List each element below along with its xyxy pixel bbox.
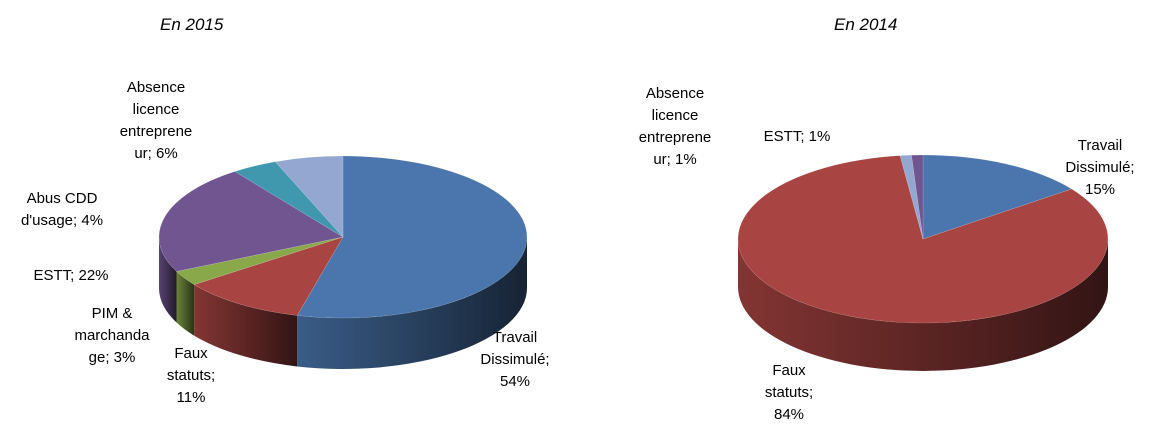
- slice-side-faux-statuts: [194, 284, 298, 367]
- slice-label-faux-statuts: Faux statuts; 84%: [765, 362, 813, 423]
- slice-label-abus-cdd-d-usage: Abus CDD d'usage; 4%: [21, 190, 103, 229]
- slice-absence-licence-entrepreneur: [274, 155, 344, 238]
- pie-chart-en-2014: En 2014 Travail Dissimulé; 15% Faux statuts; 8…: [639, 15, 1135, 423]
- slice-pim-marchandage: [175, 236, 344, 285]
- pie-chart-en-2015: En 2015 Travail Dissimulé; 54% Faux statuts; 1…: [21, 15, 550, 406]
- slice-travail-dissimule: [296, 155, 528, 319]
- chart-title: En 2015: [160, 15, 224, 34]
- slice-estt: [911, 154, 924, 240]
- slice-faux-statuts: [193, 236, 344, 316]
- slice-absence-licence-entrepreneur: [899, 154, 924, 240]
- pie-top: [158, 155, 528, 319]
- slice-label-estt: ESTT; 1%: [764, 128, 831, 145]
- slice-label-travail-dissimule: Travail Dissimulé; 15%: [1065, 137, 1134, 198]
- slice-estt: [158, 171, 344, 272]
- slice-label-absence-licence-entrepreneur: Absence licence entreprene ur; 1%: [639, 85, 712, 168]
- slice-label-estt: ESTT; 22%: [33, 267, 108, 284]
- slice-side-estt: [159, 237, 177, 323]
- slice-side-faux-statuts: [738, 239, 1108, 371]
- slice-side-travail-dissimule: [297, 237, 527, 369]
- slice-label-pim-marchandage: PIM & marchanda ge; 3%: [74, 305, 150, 366]
- slice-label-travail-dissimule: Travail Dissimulé; 54%: [480, 329, 549, 390]
- slice-faux-statuts: [737, 155, 1109, 324]
- slice-abus-cdd-d-usage: [234, 161, 344, 238]
- pie-side-walls: [738, 239, 1108, 371]
- slice-label-faux-statuts: Faux statuts; 11%: [167, 345, 215, 406]
- slice-label-absence-licence-entrepreneur: Absence licence entreprene ur; 6%: [120, 79, 193, 162]
- slice-travail-dissimule: [922, 154, 1073, 240]
- pie-side-walls: [159, 237, 527, 369]
- pie-top: [737, 154, 1109, 324]
- slice-side-pim-marchandage: [176, 271, 195, 336]
- chart-title: En 2014: [834, 15, 897, 34]
